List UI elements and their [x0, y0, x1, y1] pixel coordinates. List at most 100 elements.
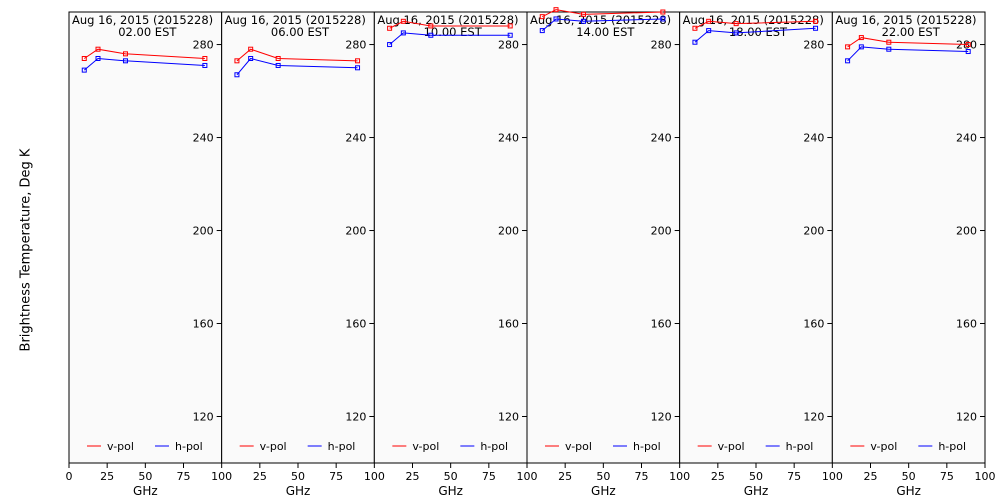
panel-subtitle: 14.00 EST [576, 25, 635, 39]
legend-label-v-pol: v-pol [107, 440, 134, 453]
x-tick-label: 25 [253, 470, 267, 483]
x-tick-label: 75 [177, 470, 191, 483]
series-line-v-pol [542, 9, 663, 18]
x-tick-label: 100 [211, 470, 232, 483]
data-point-h-pol [813, 25, 819, 31]
data-point-h-pol [706, 28, 712, 34]
x-tick-label: 75 [787, 470, 801, 483]
x-axis-label: GHz [744, 484, 769, 498]
x-tick-label: 50 [749, 470, 763, 483]
data-point-v-pol [886, 39, 892, 45]
y-tick-label: 120 [956, 411, 977, 424]
data-point-v-pol [553, 7, 559, 13]
y-tick-label: 160 [651, 318, 672, 331]
data-point-h-pol [507, 32, 513, 38]
data-point-h-pol [845, 58, 851, 64]
data-point-h-pol [733, 30, 739, 36]
panel-frame [221, 11, 375, 464]
legend-label-h-pol: h-pol [328, 440, 356, 453]
y-tick-label: 280 [498, 39, 519, 52]
y-tick-label: 240 [498, 132, 519, 145]
x-tick-label: 50 [596, 470, 610, 483]
legend-label-h-pol: h-pol [175, 440, 203, 453]
data-point-h-pol [387, 42, 393, 48]
data-point-h-pol [122, 58, 128, 64]
data-point-v-pol [234, 58, 240, 64]
data-point-h-pol [580, 18, 586, 24]
data-point-v-pol [539, 14, 545, 20]
data-point-v-pol [202, 55, 208, 61]
legend-label-v-pol: v-pol [260, 440, 287, 453]
data-point-v-pol [858, 35, 864, 41]
data-point-h-pol [202, 62, 208, 68]
data-point-h-pol [234, 72, 240, 78]
legend-label-v-pol: v-pol [412, 440, 439, 453]
x-axis-label: GHz [133, 484, 158, 498]
x-tick-label: 50 [444, 470, 458, 483]
y-tick-label: 200 [345, 225, 366, 238]
panel-title: Aug 16, 2015 (2015228) [72, 13, 213, 27]
data-point-h-pol [553, 16, 559, 22]
panel-frame [679, 11, 833, 464]
data-point-h-pol [400, 30, 406, 36]
x-tick-label: 75 [482, 470, 496, 483]
data-point-h-pol [275, 62, 281, 68]
y-tick-label: 120 [193, 411, 214, 424]
data-point-v-pol [122, 51, 128, 57]
x-tick-label: 25 [711, 470, 725, 483]
panel-title: Aug 16, 2015 (2015228) [225, 13, 366, 27]
data-point-v-pol [965, 42, 971, 48]
y-tick-label: 160 [498, 318, 519, 331]
panel-subtitle: 06.00 EST [271, 25, 330, 39]
y-tick-label: 240 [345, 132, 366, 145]
y-tick-label: 200 [803, 225, 824, 238]
legend-label-h-pol: h-pol [938, 440, 966, 453]
data-point-v-pol [387, 25, 393, 31]
data-point-v-pol [660, 9, 666, 15]
y-tick-label: 280 [345, 39, 366, 52]
series-line-h-pol [847, 46, 969, 62]
y-tick-label: 160 [193, 318, 214, 331]
data-point-v-pol [507, 23, 513, 29]
x-tick-label: 75 [940, 470, 954, 483]
data-point-h-pol [81, 67, 87, 73]
y-tick-label: 200 [193, 225, 214, 238]
y-tick-label: 240 [803, 132, 824, 145]
data-point-h-pol [886, 46, 892, 52]
data-point-v-pol [706, 18, 712, 24]
data-point-v-pol [692, 25, 698, 31]
panel-subtitle: 22.00 EST [882, 25, 941, 39]
legend-label-h-pol: h-pol [480, 440, 508, 453]
x-tick-label: 100 [364, 470, 385, 483]
x-axis-label: GHz [896, 484, 921, 498]
x-tick-label: 50 [138, 470, 152, 483]
legend-label-v-pol: v-pol [565, 440, 592, 453]
data-point-v-pol [248, 46, 254, 52]
panel-frame [831, 11, 986, 464]
x-tick-label: 50 [291, 470, 305, 483]
legend-label-h-pol: h-pol [633, 440, 661, 453]
panel-title: Aug 16, 2015 (2015228) [530, 13, 671, 27]
series-line-h-pol [541, 18, 663, 31]
y-tick-label: 120 [498, 411, 519, 424]
panel-title: Aug 16, 2015 (2015228) [683, 13, 824, 27]
legend-label-h-pol: h-pol [786, 440, 814, 453]
x-tick-label: 25 [100, 470, 114, 483]
data-point-v-pol [733, 21, 739, 27]
x-tick-label: 0 [66, 470, 73, 483]
data-point-h-pol [539, 28, 545, 34]
y-tick-label: 280 [651, 39, 672, 52]
y-tick-label: 160 [956, 318, 977, 331]
legend-label-v-pol: v-pol [870, 440, 897, 453]
data-point-h-pol [692, 39, 698, 45]
data-point-v-pol [845, 44, 851, 50]
x-tick-label: 25 [864, 470, 878, 483]
x-tick-label: 75 [329, 470, 343, 483]
data-point-v-pol [81, 55, 87, 61]
panel-title: Aug 16, 2015 (2015228) [835, 13, 976, 27]
series-line-v-pol [83, 48, 205, 59]
data-point-h-pol [248, 55, 254, 61]
x-tick-label: 100 [669, 470, 690, 483]
x-axis-label: GHz [438, 484, 463, 498]
panel-frame [68, 11, 223, 464]
